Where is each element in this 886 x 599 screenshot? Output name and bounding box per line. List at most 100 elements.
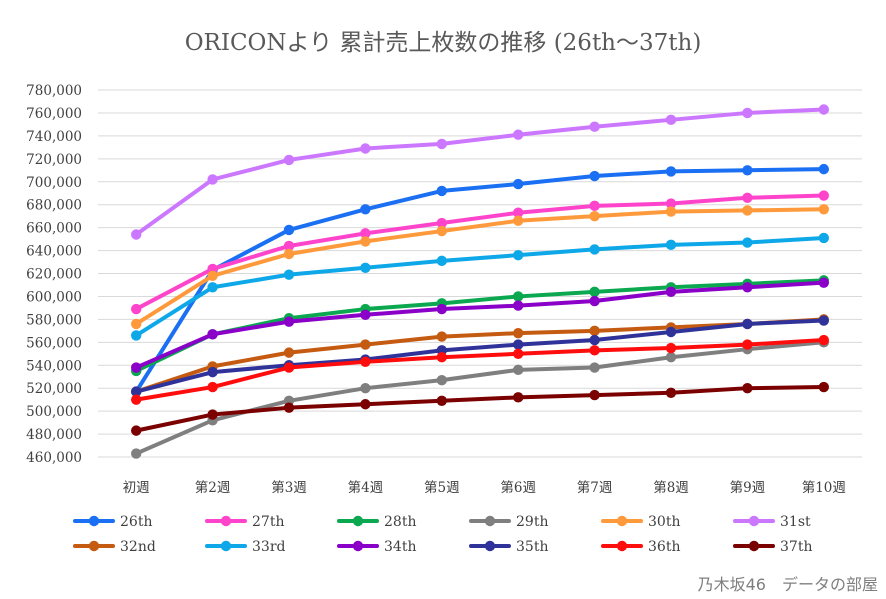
data-point (818, 232, 829, 244)
y-tick-label: 560,000 (26, 335, 82, 351)
legend-item-28th: 28th (337, 514, 416, 530)
legend-label: 26th (120, 514, 152, 530)
data-point (131, 386, 142, 397)
legend-item-35th: 35th (469, 539, 548, 555)
data-point (513, 291, 524, 302)
legend-item-31st: 31st (733, 514, 811, 530)
legend-swatch-marker (748, 515, 760, 527)
data-point (436, 217, 447, 229)
data-point (436, 303, 447, 315)
data-point (589, 362, 600, 373)
data-point (742, 339, 753, 350)
legend-label: 37th (780, 539, 812, 555)
data-point (589, 210, 600, 222)
data-point (665, 342, 677, 354)
series-27th (131, 190, 829, 315)
y-tick-label: 460,000 (26, 450, 82, 466)
x-tick-label: 第4週 (348, 479, 384, 496)
legend-item-32nd: 32nd (73, 539, 156, 555)
legend-label: 30th (648, 514, 680, 530)
data-point (589, 389, 600, 401)
data-point (131, 362, 142, 373)
data-point (818, 104, 829, 115)
data-point (360, 236, 371, 247)
x-tick-label: 第5週 (424, 479, 460, 496)
y-tick-label: 720,000 (26, 152, 82, 168)
data-point (283, 362, 295, 373)
data-point (589, 244, 600, 255)
data-point (589, 170, 600, 182)
data-point (283, 240, 295, 252)
data-point (360, 228, 371, 239)
data-point (513, 339, 524, 350)
series-30th (131, 204, 829, 330)
x-axis-ticks: 初週 第2週 第3週 第4週 第5週 第6週 第7週 第8週 第9週 第10週 (123, 479, 847, 496)
data-point (513, 348, 524, 359)
data-point (513, 249, 524, 261)
data-point (207, 409, 218, 420)
y-axis-ticks: 460,000 480,000 500,000 520,000 540,000 560,0… (26, 83, 82, 466)
data-point (131, 330, 142, 341)
series-line (134, 385, 826, 433)
data-point (665, 166, 677, 177)
y-tick-label: 540,000 (26, 358, 82, 374)
data-point (742, 192, 753, 204)
data-point (513, 300, 524, 311)
legend-swatch-marker (352, 515, 364, 527)
data-point (207, 174, 218, 185)
data-point (665, 114, 677, 126)
y-tick-label: 780,000 (26, 83, 82, 99)
data-point (360, 339, 371, 350)
data-point (665, 286, 677, 298)
legend-label: 34th (384, 539, 416, 555)
legend-label: 28th (384, 514, 416, 530)
data-point (131, 448, 142, 459)
data-point (665, 239, 677, 251)
data-point (207, 270, 218, 281)
data-point (513, 129, 524, 140)
legend-label: 27th (252, 514, 284, 530)
data-point (665, 352, 677, 363)
data-point (436, 185, 447, 197)
data-point (513, 364, 524, 376)
legend-item-37th: 37th (733, 539, 812, 555)
legend-swatch-marker (616, 540, 628, 552)
y-tick-label: 640,000 (26, 244, 82, 260)
data-point (360, 382, 371, 394)
data-point (436, 352, 447, 363)
data-point (131, 318, 142, 330)
data-point (436, 138, 447, 150)
data-point (283, 248, 295, 260)
data-point (742, 237, 753, 248)
x-tick-label: 第7週 (577, 479, 613, 496)
data-point (589, 325, 600, 337)
data-point (436, 255, 447, 267)
legend-item-29th: 29th (469, 514, 548, 530)
data-point (818, 334, 829, 346)
chart-title: ORICONより 累計売上枚数の推移 (26th～37th) (185, 30, 702, 56)
y-tick-label: 480,000 (26, 427, 82, 443)
legend-swatch-marker (220, 515, 232, 527)
data-point (283, 154, 295, 166)
series-line (134, 318, 826, 394)
x-tick-label: 初週 (123, 479, 150, 496)
legend-swatch-marker (484, 515, 496, 527)
series-line (134, 280, 826, 370)
data-point (436, 395, 447, 407)
data-point (360, 399, 371, 410)
data-point (665, 206, 677, 217)
data-point (436, 331, 447, 342)
legend-item-36th: 36th (601, 539, 680, 555)
legend-item-34th: 34th (337, 539, 416, 555)
data-point (360, 309, 371, 320)
legend-label: 32nd (120, 539, 156, 555)
legend-swatch-marker (220, 540, 232, 552)
series-line (134, 193, 826, 312)
data-point (665, 326, 677, 338)
series-37th (131, 381, 829, 436)
data-point (513, 215, 524, 226)
data-point (283, 316, 295, 327)
series-34th (131, 277, 829, 373)
series-31st (131, 104, 829, 240)
